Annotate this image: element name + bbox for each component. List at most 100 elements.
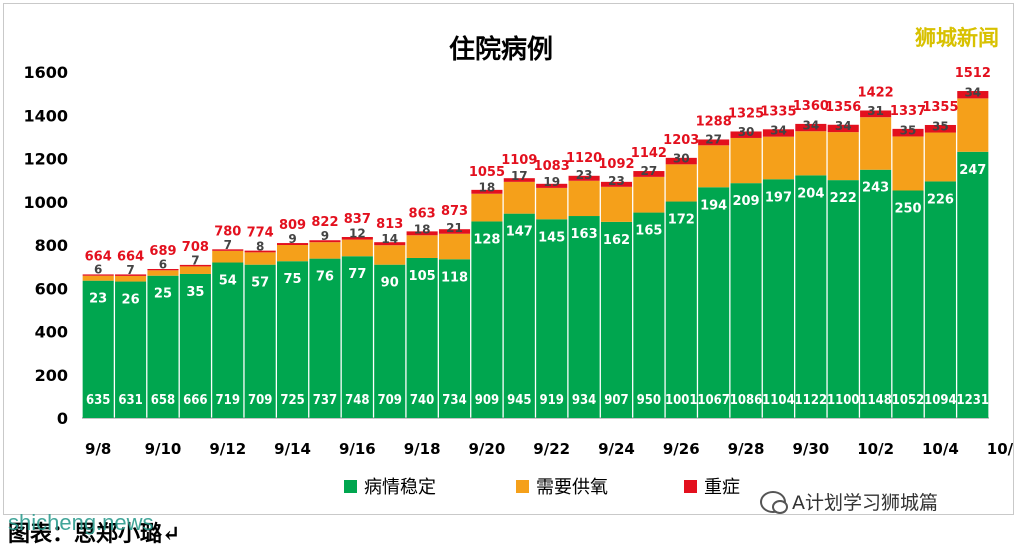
bar-stable xyxy=(536,219,568,418)
bar-stable xyxy=(471,221,503,418)
label-oxygen: 163 xyxy=(571,227,598,242)
label-oxygen: 25 xyxy=(154,287,172,302)
bar-stable xyxy=(892,190,924,418)
bar-oxygen xyxy=(115,275,147,282)
label-icu: 14 xyxy=(381,232,398,246)
bar-oxygen xyxy=(374,245,406,265)
legend-swatch xyxy=(684,480,697,493)
label-oxygen: 247 xyxy=(959,163,986,178)
x-tick-label: 9/18 xyxy=(404,440,441,458)
bar-icu xyxy=(568,175,600,181)
bar-oxygen xyxy=(438,233,471,260)
label-oxygen: 204 xyxy=(797,186,824,201)
bar-icu xyxy=(277,243,309,245)
label-oxygen: 35 xyxy=(186,285,204,300)
bar-stable xyxy=(957,151,989,418)
bar-icu xyxy=(762,129,794,137)
bar-oxygen xyxy=(536,187,568,220)
x-tick-label: 9/8 xyxy=(85,440,111,458)
label-icu: 9 xyxy=(321,229,329,243)
bar-oxygen xyxy=(179,266,211,274)
bar-oxygen xyxy=(568,180,600,217)
x-tick-label: 9/30 xyxy=(792,440,829,458)
label-icu: 34 xyxy=(964,85,981,99)
label-total: 1356 xyxy=(825,100,861,115)
bar-stable xyxy=(406,257,438,418)
bar-oxygen xyxy=(341,239,373,257)
bar-icu xyxy=(212,249,244,251)
bar-icu xyxy=(957,91,989,99)
x-tick-label: 10/6 xyxy=(987,440,1013,458)
label-oxygen: 118 xyxy=(441,270,468,285)
legend-label: 重症 xyxy=(704,477,740,498)
bar-icu xyxy=(827,124,859,133)
bar-icu xyxy=(860,110,892,118)
legend: 病情稳定 需要供氧 重症 xyxy=(344,477,740,498)
bar-oxygen xyxy=(406,235,438,258)
x-tick-label: 9/16 xyxy=(339,440,376,458)
bar-icu xyxy=(503,178,535,182)
legend-swatch xyxy=(516,480,529,493)
bar-icu xyxy=(341,236,373,240)
label-total: 1055 xyxy=(469,165,505,180)
label-stable: 658 xyxy=(151,393,175,408)
label-oxygen: 54 xyxy=(219,274,237,289)
label-total: 1120 xyxy=(566,151,602,166)
label-stable: 1122 xyxy=(795,393,828,408)
label-total: 1142 xyxy=(631,146,667,161)
y-tick-label: 600 xyxy=(35,279,68,298)
wechat-icon xyxy=(760,490,788,514)
label-stable: 719 xyxy=(216,393,240,408)
bar-oxygen xyxy=(244,252,276,265)
x-tick-label: 9/14 xyxy=(274,440,311,458)
label-oxygen: 77 xyxy=(348,267,366,282)
label-oxygen: 57 xyxy=(251,276,269,291)
bar-icu xyxy=(406,231,438,236)
label-icu: 7 xyxy=(191,253,199,267)
label-stable: 1052 xyxy=(892,393,925,408)
y-tick-label: 1600 xyxy=(23,63,68,82)
bar-stable xyxy=(924,181,956,418)
bar-stable xyxy=(503,213,535,418)
label-total: 1337 xyxy=(890,104,926,119)
label-stable: 725 xyxy=(280,393,304,408)
bar-oxygen xyxy=(147,270,179,276)
bar-icu xyxy=(244,250,276,253)
x-tick-label: 9/24 xyxy=(598,440,635,458)
bar-stable xyxy=(244,264,276,418)
label-stable: 709 xyxy=(378,393,402,408)
bar-stable xyxy=(82,280,114,418)
label-oxygen: 162 xyxy=(603,233,630,248)
y-tick-label: 200 xyxy=(35,366,68,385)
bar-icu xyxy=(795,123,827,132)
bar-oxygen xyxy=(957,98,989,152)
bar-icu xyxy=(115,274,147,276)
bar-icu xyxy=(600,181,633,187)
bar-icu xyxy=(892,128,924,137)
y-tick-label: 1200 xyxy=(23,150,68,169)
label-total: 1325 xyxy=(728,106,764,121)
label-icu: 6 xyxy=(159,257,167,271)
label-oxygen: 209 xyxy=(732,194,759,209)
label-stable: 666 xyxy=(183,393,207,408)
label-icu: 7 xyxy=(224,238,232,252)
label-total: 689 xyxy=(149,244,176,259)
bar-icu xyxy=(471,189,503,194)
label-total: 1109 xyxy=(501,153,537,168)
label-total: 1092 xyxy=(598,157,634,172)
label-icu: 27 xyxy=(641,164,658,178)
bar-stable xyxy=(179,273,211,418)
bar-stable xyxy=(795,175,827,418)
chart-frame: 住院病例 0 200 400 600 800 1000 1200 1400 1600 9/8 9/1… xyxy=(3,3,1014,515)
x-tick-label: 10/2 xyxy=(857,440,894,458)
bar-stable xyxy=(147,275,179,418)
bar-oxygen xyxy=(892,136,924,191)
label-stable: 1001 xyxy=(665,393,698,408)
bar-stable xyxy=(633,212,665,418)
label-oxygen: 147 xyxy=(506,225,533,240)
label-icu: 23 xyxy=(576,168,593,182)
label-stable: 945 xyxy=(507,393,531,408)
label-icu: 27 xyxy=(705,132,722,146)
y-tick-label: 800 xyxy=(35,236,68,255)
label-stable: 635 xyxy=(86,393,110,408)
